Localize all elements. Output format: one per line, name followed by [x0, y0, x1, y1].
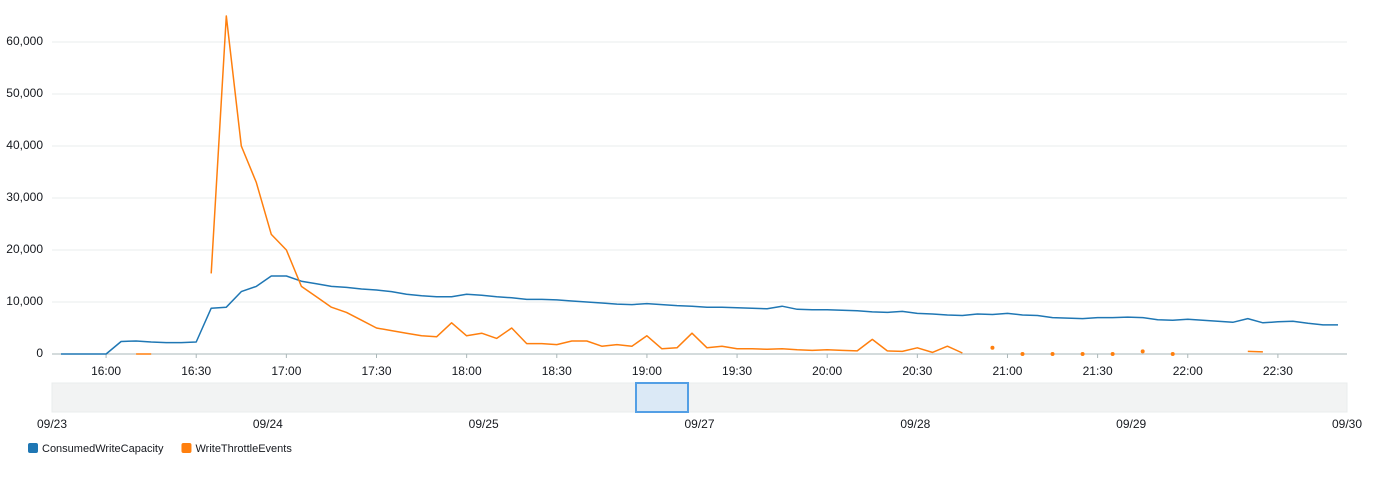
- y-tick-label: 60,000: [6, 34, 43, 48]
- x-tick-label: 17:30: [361, 364, 391, 378]
- series-point: [1140, 349, 1145, 354]
- series-point: [1080, 352, 1085, 356]
- x-tick-label: 17:00: [271, 364, 301, 378]
- legend-swatch: [28, 443, 38, 453]
- y-tick-label: 50,000: [6, 86, 43, 100]
- series-line: [61, 275, 1338, 355]
- x-tick-label: 22:00: [1173, 364, 1203, 378]
- legend-label: ConsumedWriteCapacity: [42, 443, 164, 455]
- x-tick-label: 18:00: [452, 364, 482, 378]
- legend-item[interactable]: ConsumedWriteCapacity: [28, 443, 164, 455]
- navigator-label: 09/24: [253, 417, 283, 431]
- x-tick-label: 21:30: [1083, 364, 1113, 378]
- navigator-label: 09/25: [469, 417, 499, 431]
- legend-label: WriteThrottleEvents: [195, 443, 292, 455]
- x-tick-label: 16:30: [181, 364, 211, 378]
- x-tick-label: 19:00: [632, 364, 662, 378]
- navigator: [51, 382, 1348, 413]
- x-tick-label: 16:00: [91, 364, 121, 378]
- y-tick-label: 30,000: [6, 190, 43, 204]
- navigator-label: 09/30: [1332, 417, 1362, 431]
- x-tick-label: 20:30: [902, 364, 932, 378]
- navigator-label: 09/29: [1116, 417, 1146, 431]
- y-tick-label: 40,000: [6, 138, 43, 152]
- series-point: [1110, 352, 1115, 356]
- legend-swatch: [181, 443, 192, 453]
- x-tick-label: 19:30: [722, 364, 752, 378]
- navigator-label: 09/27: [684, 417, 714, 431]
- y-tick-label: 0: [36, 346, 43, 360]
- y-tick-label: 10,000: [6, 294, 43, 308]
- navigator-window: [635, 382, 689, 413]
- x-tick-label: 20:00: [812, 364, 842, 378]
- series-line: [136, 15, 1263, 355]
- navigator-label: 09/28: [900, 417, 930, 431]
- series-point: [1020, 352, 1025, 356]
- legend-item[interactable]: WriteThrottleEvents: [181, 443, 292, 455]
- series-point: [990, 345, 995, 350]
- navigator-label: 09/23: [37, 417, 67, 431]
- series-point: [1050, 352, 1055, 356]
- y-tick-label: 20,000: [6, 242, 43, 256]
- series-point: [1170, 352, 1175, 356]
- x-tick-label: 22:30: [1263, 364, 1293, 378]
- x-tick-label: 21:00: [992, 364, 1022, 378]
- x-tick-label: 18:30: [542, 364, 572, 378]
